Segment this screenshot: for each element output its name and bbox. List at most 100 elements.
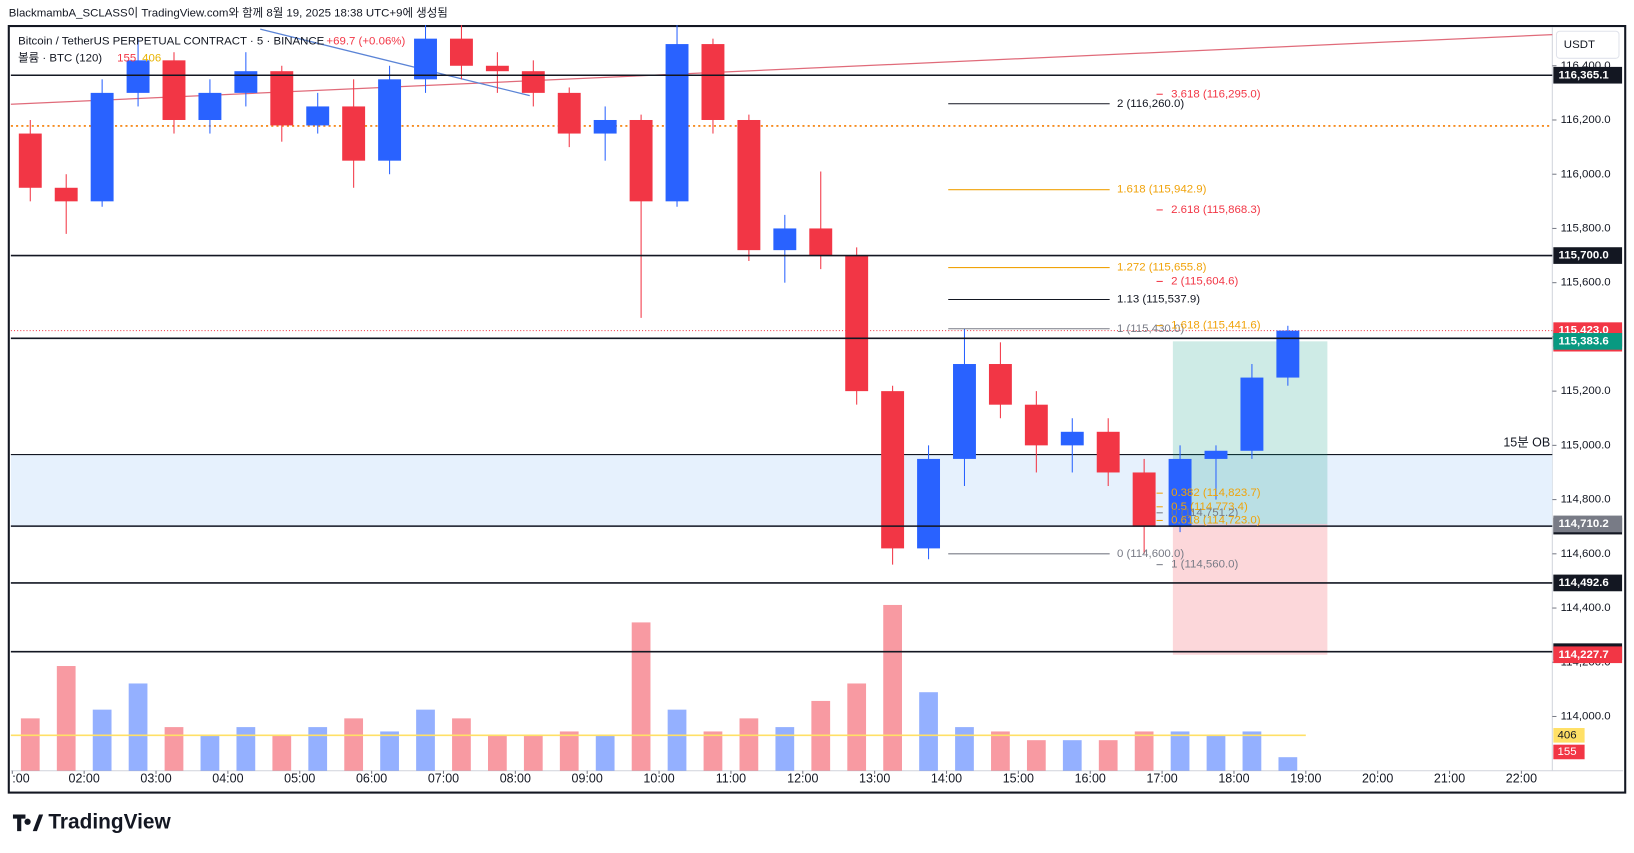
fib-label: 1 (115,430.0) (1117, 323, 1184, 335)
ob-label: 15분 OB (1503, 435, 1550, 449)
volume-bar (1098, 740, 1118, 771)
candle-body (1168, 458, 1192, 527)
candle-body (1024, 404, 1048, 446)
volume-bar (488, 735, 507, 771)
price-tag (1553, 515, 1623, 533)
fib-label: 1.13 (115,537.9) (1117, 294, 1200, 306)
x-tick-label: 19:00 (1290, 771, 1321, 785)
volume-bar (955, 727, 974, 771)
candle-body (593, 119, 617, 134)
y-tick-label: 115,000.0 (1561, 439, 1611, 451)
y-tick-label: 114,400.0 (1561, 602, 1611, 614)
x-tick-label: 22:00 (1506, 771, 1537, 785)
candle-body (342, 106, 366, 161)
fib-label: 0.5 (114,773.4) (1171, 501, 1248, 513)
volume-bar (308, 727, 328, 771)
level-label: 114,492.6 (1559, 577, 1609, 589)
x-tick-label: 05:00 (284, 771, 315, 785)
volume-bar (92, 709, 112, 771)
volume-bar (523, 735, 543, 771)
x-tick-label: 03:00 (140, 771, 171, 785)
volume-ma: 406 (142, 52, 161, 64)
y-tick-label: 115,200.0 (1561, 385, 1611, 397)
x-tick-label: 02:00 (69, 771, 100, 785)
x-tick-label: 17:00 (1146, 771, 1177, 785)
fib-label: 0.618 (114,723.0) (1171, 514, 1261, 526)
candle-body (665, 44, 689, 202)
currency: USDT (1564, 39, 1595, 51)
candle-body (1060, 431, 1084, 446)
candle-body (54, 187, 78, 202)
candle-body (270, 71, 294, 126)
candle-body (773, 228, 797, 251)
candle-body (1276, 330, 1300, 378)
overlay: 116,365.1115,700.0115,394.8114,702.2114,… (10, 66, 1623, 760)
x-tick-label: 13:00 (859, 771, 890, 785)
candle-body (521, 71, 545, 93)
candle-body (953, 364, 976, 459)
y-tick-label: 115,600.0 (1561, 277, 1611, 289)
candle-body (881, 391, 905, 549)
logo-icon (12, 814, 44, 832)
currency-box (1555, 30, 1620, 59)
frame (7, 24, 1627, 794)
candle-body (414, 38, 437, 80)
logo: TradingView (12, 810, 171, 833)
candle-body (701, 44, 725, 120)
candle-body (198, 92, 222, 120)
volume-bar (1278, 757, 1298, 771)
volume-bar (631, 622, 651, 771)
position-loss (1172, 523, 1328, 655)
x-tick-label: 20:00 (1362, 771, 1393, 785)
fib-label: 1.618 (115,942.9) (1117, 184, 1207, 196)
y-tick-label: 116,000.0 (1561, 168, 1611, 180)
price-tag (1553, 333, 1623, 350)
volume-bar (1134, 731, 1154, 771)
x-tick-label: 16:00 (1075, 771, 1106, 785)
fib-label: 1.618 (115,441.6) (1171, 320, 1261, 332)
level-label: 116,365.1 (1559, 69, 1610, 81)
volume-bar (1206, 735, 1226, 771)
candle-body (917, 458, 941, 549)
volume-bar (1170, 731, 1190, 771)
fib-label: 0.382 (114,823.7) (1171, 487, 1261, 499)
volume-bar (991, 731, 1010, 771)
candle-body (162, 60, 186, 120)
volume-last: 155 (117, 52, 136, 64)
fib-label: 1.272 (115,655.8) (1117, 262, 1207, 274)
x-tick-label: 04:00 (212, 771, 243, 785)
volume-bar (559, 731, 579, 771)
candle-body (845, 255, 869, 392)
volume-bar (1062, 740, 1082, 771)
change: +69.7 (+0.06%) (326, 36, 405, 48)
volume-bar (703, 731, 723, 771)
volume-bar (667, 709, 687, 771)
x-tick-label: 15:00 (1003, 771, 1034, 785)
price-tag-label: 115,383.6 (1559, 335, 1609, 347)
x-tick-label: 12:00 (787, 771, 818, 785)
level-tag (1553, 574, 1623, 592)
trendline (10, 33, 1553, 105)
fib-label: 2 (116,260.0) (1117, 98, 1184, 110)
y-tick-label: 116,200.0 (1561, 114, 1611, 126)
volume-bar (416, 709, 435, 771)
volume-bar (380, 731, 399, 771)
volume-bar (20, 718, 40, 771)
level-label: 115,700.0 (1559, 250, 1609, 262)
candle-body (126, 60, 150, 93)
volume-bar (739, 718, 759, 771)
fib-label: 1 (114,560.0) (1171, 559, 1238, 571)
volume-bar (164, 727, 184, 771)
trendline (260, 28, 530, 97)
volume-title: 볼륨 · BTC (120) (18, 51, 102, 64)
candle-body (809, 228, 833, 256)
candle-body (1204, 450, 1228, 459)
candle-body (90, 92, 114, 202)
volume-bar (775, 727, 795, 771)
level-tag (1553, 66, 1623, 84)
candle-body (1132, 472, 1156, 527)
candle-body (988, 364, 1012, 405)
price-tag (1553, 646, 1623, 664)
